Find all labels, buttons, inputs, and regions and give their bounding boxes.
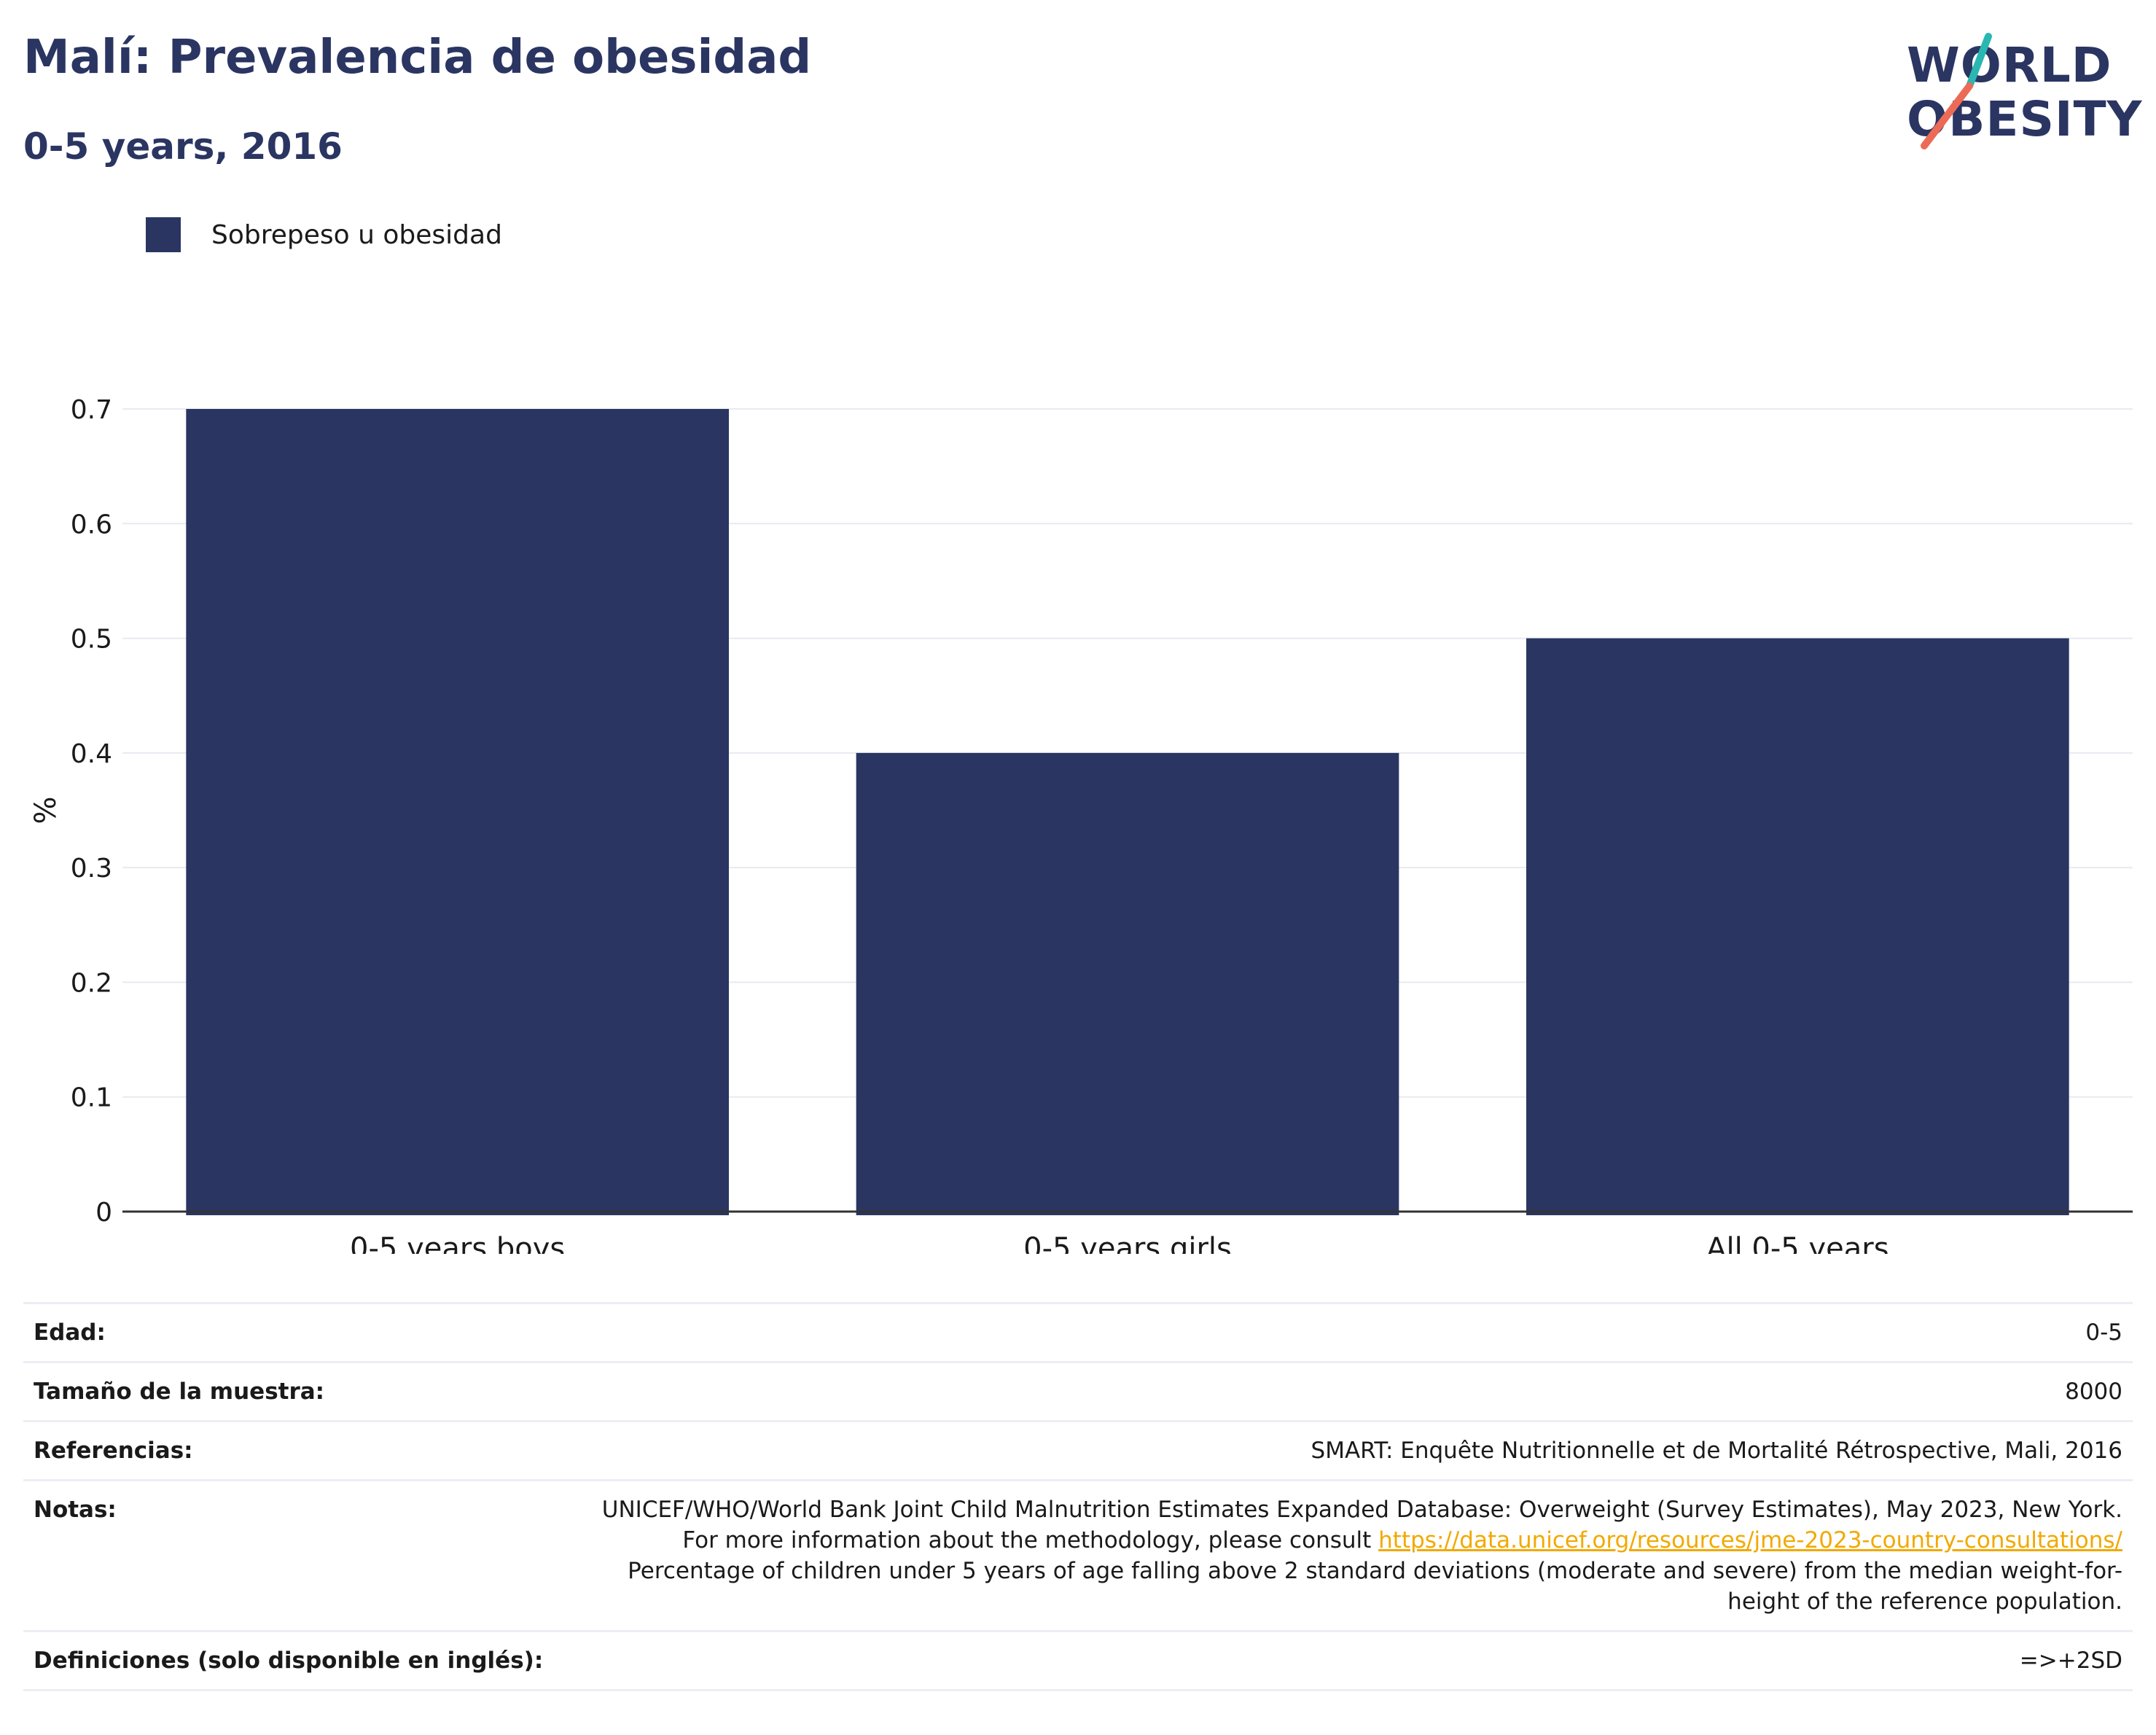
y-axis-title: %	[29, 796, 63, 824]
methodology-link[interactable]: https://data.unicef.org/resources/jme-20…	[1378, 1527, 2122, 1553]
x-category-label: 0-5 years girls	[1023, 1232, 1232, 1254]
x-category-label: 0-5 years boys	[350, 1232, 565, 1254]
info-row-sample-size: Tamaño de la muestra: 8000	[23, 1361, 2133, 1422]
chart-legend: Sobrepeso u obesidad	[146, 217, 502, 252]
info-row-definitions: Definiciones (solo disponible en inglés)…	[23, 1630, 2133, 1691]
notes-text-after: Percentage of children under 5 years of …	[628, 1558, 2122, 1615]
y-tick-label: 0.3	[71, 854, 112, 884]
y-tick-label: 0	[95, 1198, 112, 1228]
info-value-definitions: =>+2SD	[554, 1630, 2133, 1691]
y-tick-label: 0.7	[71, 395, 112, 425]
bar	[856, 752, 1399, 1215]
info-key-age: Edad:	[23, 1302, 554, 1363]
info-key-references: Referencias:	[23, 1420, 554, 1481]
info-key-sample-size: Tamaño de la muestra:	[23, 1361, 554, 1422]
x-category-label: All 0-5 years	[1706, 1232, 1889, 1254]
page-title: Malí: Prevalencia de obesidad	[23, 31, 812, 85]
notes-text: UNICEF/WHO/World Bank Joint Child Malnut…	[601, 1497, 2122, 1553]
info-row-age: Edad: 0-5	[23, 1302, 2133, 1363]
info-key-notes: Notas:	[23, 1479, 554, 1632]
bar	[1526, 638, 2069, 1215]
info-table: Edad: 0-5 Tamaño de la muestra: 8000 Ref…	[23, 1302, 2133, 1691]
logo-slash-top	[1966, 33, 1992, 90]
page-subtitle: 0-5 years, 2016	[23, 125, 343, 168]
bar	[186, 409, 729, 1215]
world-obesity-logo: WORLD OBESITY	[1907, 33, 2142, 149]
info-key-definitions: Definiciones (solo disponible en inglés)…	[23, 1630, 554, 1691]
y-tick-label: 0.2	[71, 968, 112, 998]
info-value-references: SMART: Enquête Nutritionnelle et de Mort…	[554, 1420, 2133, 1481]
info-row-references: Referencias: SMART: Enquête Nutritionnel…	[23, 1420, 2133, 1481]
info-value-age: 0-5	[554, 1302, 2133, 1363]
y-tick-labels: 0 0.1 0.2 0.3 0.4 0.5 0.6 0.7	[71, 395, 112, 1228]
y-tick-label: 0.5	[71, 625, 112, 655]
logo-slash-bottom	[1921, 82, 1973, 149]
info-value-notes: UNICEF/WHO/World Bank Joint Child Malnut…	[554, 1479, 2133, 1632]
info-row-notes: Notas: UNICEF/WHO/World Bank Joint Child…	[23, 1479, 2133, 1632]
bars	[186, 409, 2069, 1215]
y-tick-label: 0.6	[71, 510, 112, 539]
y-tick-label: 0.1	[71, 1083, 112, 1113]
info-value-sample-size: 8000	[554, 1361, 2133, 1422]
y-tick-label: 0.4	[71, 739, 112, 769]
legend-label: Sobrepeso u obesidad	[211, 219, 502, 250]
bar-chart: 00.10.20.30.40.50.60.7 0-5 years boys 0-5…	[29, 395, 2133, 1254]
logo-text-world: WORLD	[1907, 37, 2112, 93]
legend-swatch	[146, 217, 181, 252]
x-category-labels: 0-5 years boys 0-5 years girls All 0-5 yea…	[350, 1232, 1889, 1254]
